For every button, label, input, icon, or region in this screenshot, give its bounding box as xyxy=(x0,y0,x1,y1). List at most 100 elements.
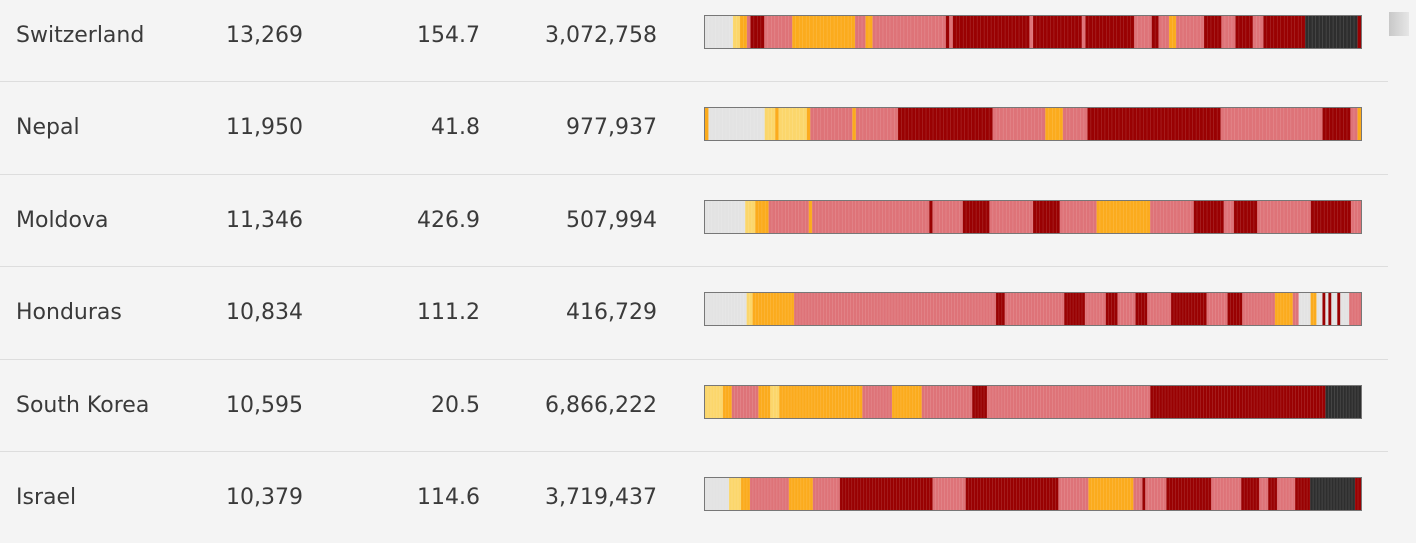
timeline-segment xyxy=(1349,293,1361,326)
timeline-segment xyxy=(1241,477,1260,510)
table-row: South Korea 10,595 20.5 6,866,222 xyxy=(0,360,1388,452)
timeline-strip xyxy=(704,292,1362,327)
timeline-segment xyxy=(1147,293,1172,326)
timeline-segment xyxy=(995,293,1006,326)
timeline-segment xyxy=(1117,293,1136,326)
timeline-chart xyxy=(705,293,1361,326)
tests-value: 416,729 xyxy=(566,300,657,326)
timeline-segment xyxy=(852,108,857,141)
timeline-segment xyxy=(872,16,947,48)
timeline-segment xyxy=(808,200,813,233)
timeline-segment xyxy=(865,16,873,48)
timeline-segment xyxy=(1081,16,1086,48)
timeline-segment xyxy=(1322,108,1351,141)
country-name: Moldova xyxy=(16,207,109,233)
table-row: Honduras 10,834 111.2 416,729 xyxy=(0,267,1388,360)
timeline-segment xyxy=(728,477,742,510)
timeline-segment xyxy=(932,477,966,510)
timeline-chart xyxy=(705,108,1361,141)
timeline-segment xyxy=(855,108,899,141)
timeline-segment xyxy=(705,16,734,48)
tests-value: 977,937 xyxy=(566,115,657,141)
timeline-segment xyxy=(755,200,769,233)
timeline-segment xyxy=(921,385,973,418)
timeline-segment xyxy=(1322,293,1326,326)
timeline-segment xyxy=(839,477,934,510)
timeline-segment xyxy=(1087,108,1222,141)
timeline-segment xyxy=(1220,108,1323,141)
timeline-segment xyxy=(897,108,994,141)
timeline-segment xyxy=(1166,477,1212,510)
scrollbar-thumb[interactable] xyxy=(1389,12,1409,36)
timeline-segment xyxy=(1088,477,1134,510)
timeline-segment xyxy=(705,477,730,510)
timeline-segment xyxy=(1142,477,1146,510)
timeline-segment xyxy=(1235,16,1254,48)
timeline-segment xyxy=(745,200,756,233)
timeline-segment xyxy=(1357,16,1361,48)
timeline-segment xyxy=(750,16,765,48)
country-name: Nepal xyxy=(16,115,80,141)
timeline-segment xyxy=(855,16,866,48)
rate-value: 20.5 xyxy=(431,392,480,418)
timeline-segment xyxy=(1096,200,1151,233)
timeline-segment xyxy=(932,200,964,233)
table-row: Nepal 11,950 41.8 977,937 xyxy=(0,82,1388,175)
rate-value: 111.2 xyxy=(417,300,480,326)
timeline-segment xyxy=(794,293,997,326)
timeline-segment xyxy=(1176,16,1205,48)
rate-value: 41.8 xyxy=(431,115,480,141)
timeline-segment xyxy=(1062,108,1088,141)
timeline-segment xyxy=(1158,16,1170,48)
tests-value: 507,994 xyxy=(566,207,657,233)
cases-value: 10,379 xyxy=(226,484,303,510)
timeline-segment xyxy=(1203,16,1222,48)
timeline-segment xyxy=(1350,108,1358,141)
timeline-segment xyxy=(962,200,990,233)
timeline-segment xyxy=(740,477,751,510)
cases-value: 11,950 xyxy=(226,115,303,141)
timeline-segment xyxy=(1357,108,1361,141)
country-name: Israel xyxy=(16,484,77,510)
timeline-segment xyxy=(788,477,814,510)
timeline-strip xyxy=(704,199,1362,234)
timeline-segment xyxy=(812,477,841,510)
timeline-segment xyxy=(764,16,793,48)
timeline-segment xyxy=(1145,477,1167,510)
timeline-segment xyxy=(732,16,741,48)
timeline-segment xyxy=(812,200,930,233)
timeline-segment xyxy=(1328,293,1332,326)
timeline-segment xyxy=(892,385,923,418)
timeline-segment xyxy=(1298,293,1311,326)
timeline-segment xyxy=(1193,200,1225,233)
timeline-segment xyxy=(1305,16,1358,48)
timeline-segment xyxy=(1277,477,1296,510)
timeline-segment xyxy=(952,16,1030,48)
timeline-segment xyxy=(1252,16,1264,48)
timeline-segment xyxy=(1211,477,1242,510)
timeline-segment xyxy=(708,108,766,141)
timeline-segment xyxy=(1257,200,1312,233)
timeline-segment xyxy=(1242,293,1276,326)
timeline-strip xyxy=(704,15,1362,49)
timeline-segment xyxy=(1310,477,1356,510)
cases-value: 11,346 xyxy=(226,207,303,233)
timeline-segment xyxy=(929,200,933,233)
timeline-segment xyxy=(1316,293,1323,326)
timeline-segment xyxy=(1295,477,1311,510)
table-row: Israel 10,379 114.6 3,719,437 xyxy=(0,452,1388,543)
timeline-segment xyxy=(1221,16,1236,48)
timeline-strip xyxy=(704,107,1362,142)
timeline-segment xyxy=(945,16,950,48)
timeline-segment xyxy=(986,385,1151,418)
timeline-segment xyxy=(1206,293,1228,326)
timeline-segment xyxy=(770,385,780,418)
timeline-chart xyxy=(705,385,1361,418)
cases-value: 10,595 xyxy=(226,392,303,418)
timeline-segment xyxy=(739,16,748,48)
timeline-segment xyxy=(1045,108,1064,141)
timeline-segment xyxy=(1151,16,1160,48)
timeline-segment xyxy=(1263,16,1306,48)
timeline-segment xyxy=(1355,477,1361,510)
timeline-segment xyxy=(862,385,893,418)
